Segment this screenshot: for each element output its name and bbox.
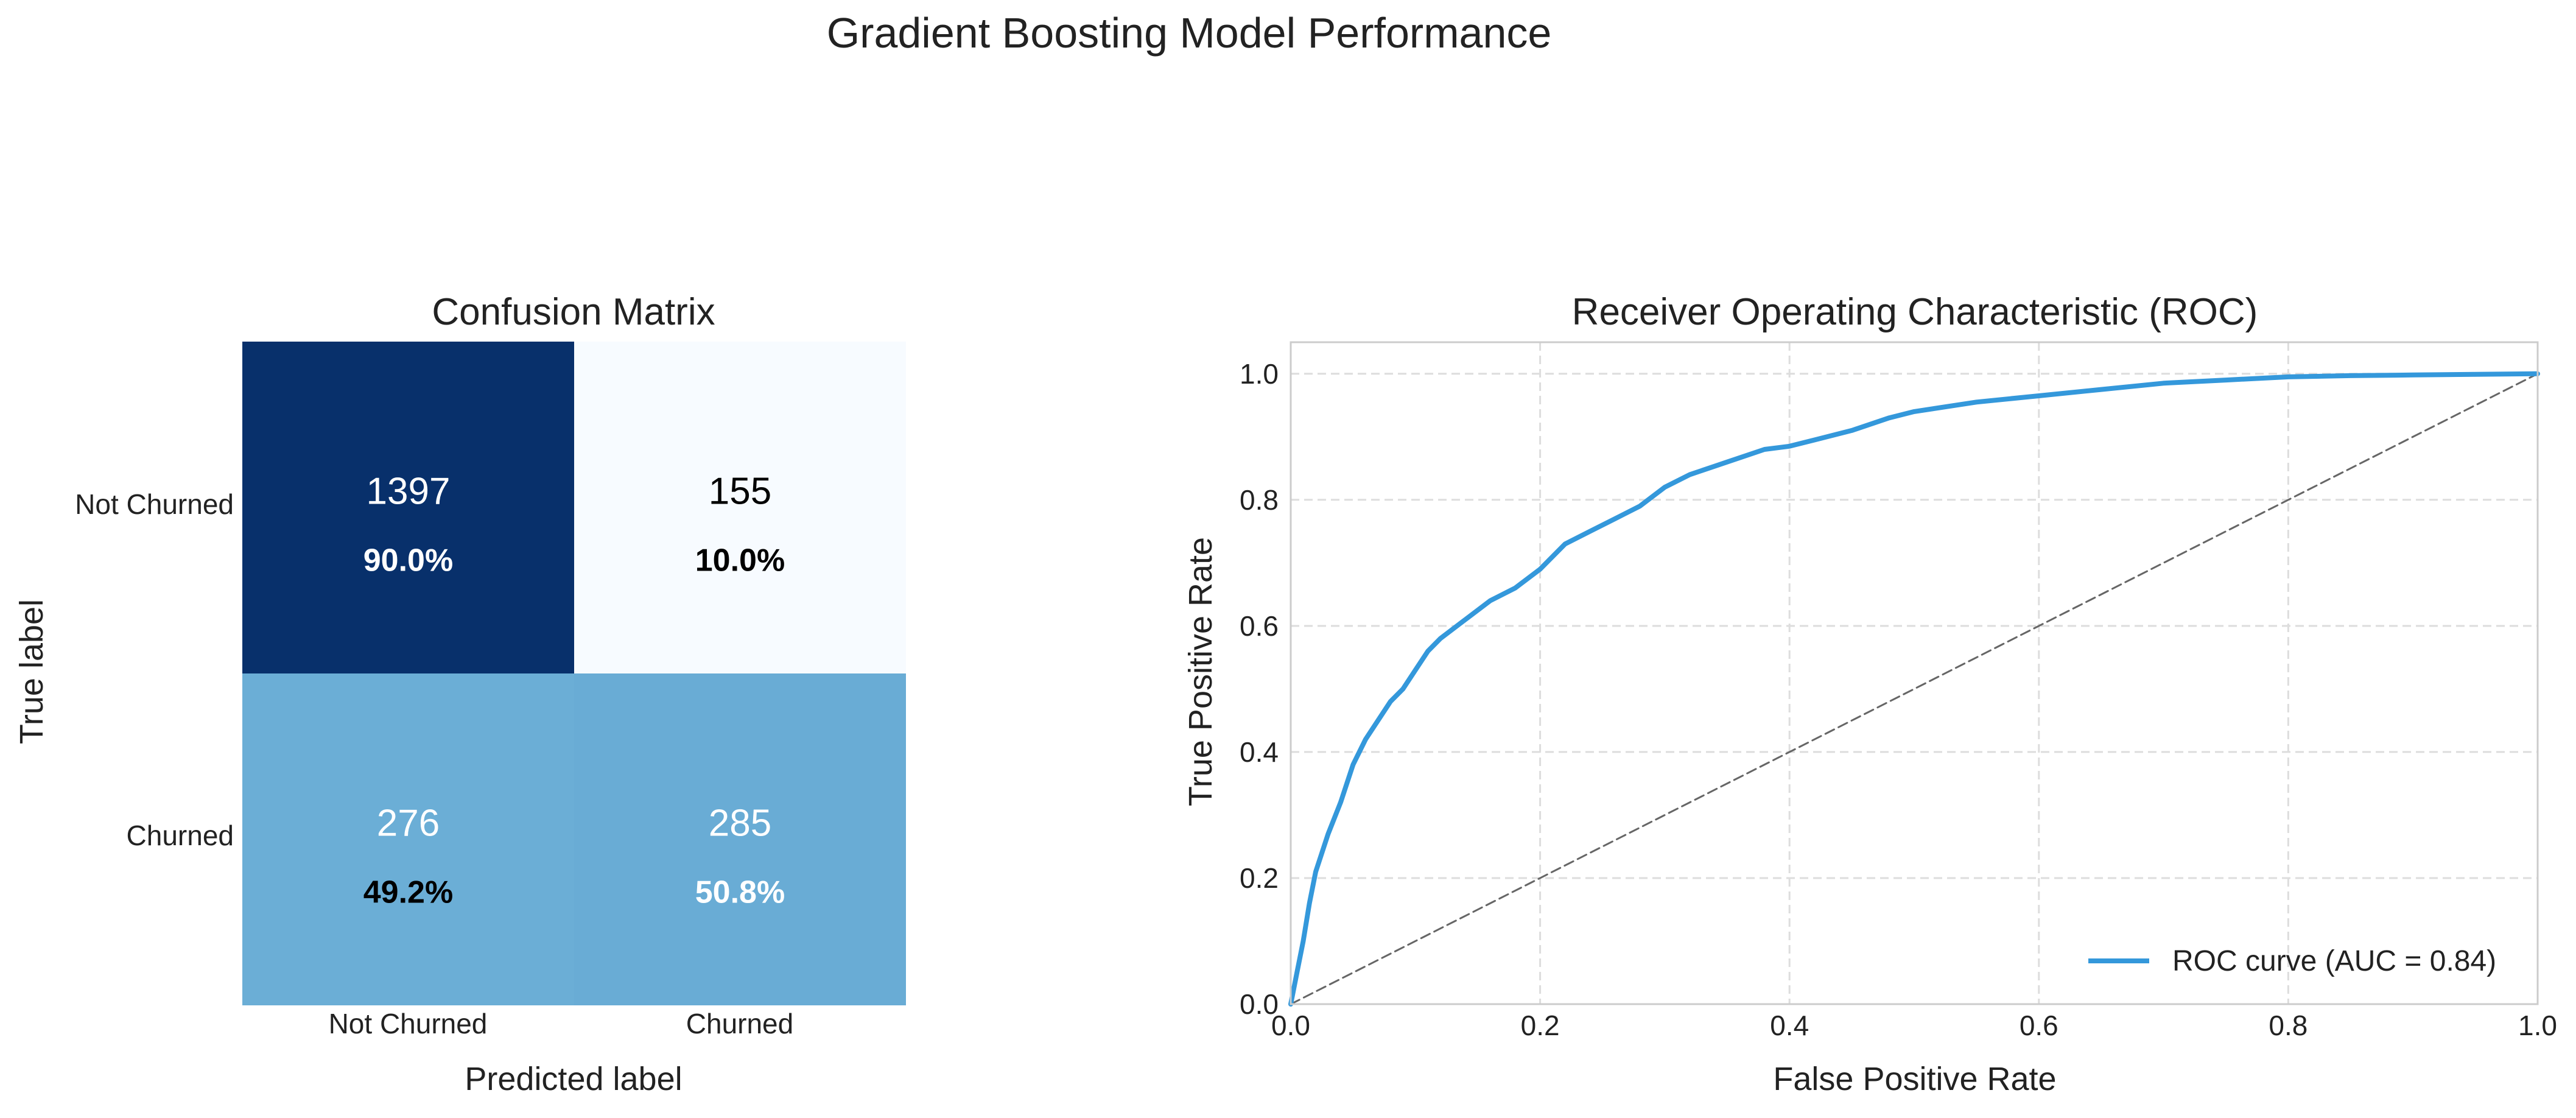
cm-cell [574,673,906,1005]
cm-cell-count: 276 [377,803,440,845]
roc-xtick-label: 1.0 [2518,1010,2557,1041]
roc-grid [1290,342,2539,1005]
roc-ytick-label: 0.8 [1240,484,1279,516]
roc-legend-label: ROC curve (AUC = 0.84) [2172,945,2496,977]
roc-xtick-label: 0.4 [1770,1010,1809,1041]
roc-curve-line [1288,371,2540,1007]
cm-xlabel: Predicted label [465,1061,682,1097]
cm-cell-count: 285 [709,803,771,845]
cm-xtick-churned: Churned [686,1008,793,1039]
cm-cell [242,342,574,673]
cm-cell [242,673,574,1005]
roc-ytick-label: 0.6 [1240,610,1279,642]
roc-xtick-label: 0.8 [2269,1010,2308,1041]
cm-ytick-churned: Churned [127,820,234,851]
cm-ytick-not-churned: Not Churned [75,488,234,520]
figure-suptitle: Gradient Boosting Model Performance [827,9,1552,57]
cm-cell-count: 155 [709,471,771,513]
cm-cell-percent: 50.8% [695,875,785,910]
cm-cell [574,342,906,673]
roc-xtick-label: 0.2 [1521,1010,1560,1041]
cm-title: Confusion Matrix [432,291,715,333]
cm-ylabel: True label [13,599,50,744]
roc-title: Receiver Operating Characteristic (ROC) [1572,291,2258,333]
roc-lines [1288,371,2540,1007]
roc-panel: Receiver Operating Characteristic (ROC) … [1182,291,2557,1097]
roc-xlabel: False Positive Rate [1773,1061,2056,1097]
roc-ytick-label: 0.0 [1240,988,1279,1020]
roc-plot-frame [1290,341,2539,1005]
cm-cell-percent: 10.0% [695,543,785,578]
cm-xtick-not-churned: Not Churned [329,1008,488,1039]
confusion-matrix-panel: Confusion Matrix 1397 90.0% 155 10.0% 276 49.… [13,291,906,1097]
roc-ytick-label: 0.2 [1240,862,1279,894]
roc-xtick-label: 0.0 [1271,1010,1310,1041]
cm-cells: 1397 90.0% 155 10.0% 276 49.2% 285 50.8% [242,342,906,1005]
cm-cell-percent: 49.2% [363,875,453,910]
roc-ticks: 0.0 0.2 0.4 0.6 0.8 1.0 0.0 0.2 0.4 0.6 0.8 1.0 [1240,358,2557,1041]
roc-ytick-label: 1.0 [1240,358,1279,390]
roc-chance-line [1290,373,2539,1005]
roc-ytick-label: 0.4 [1240,736,1279,768]
roc-legend: ROC curve (AUC = 0.84) [2088,945,2496,977]
roc-xtick-label: 0.6 [2020,1010,2058,1041]
roc-ylabel: True Positive Rate [1182,537,1219,806]
cm-cell-percent: 90.0% [363,543,453,578]
cm-cell-count: 1397 [367,471,451,513]
